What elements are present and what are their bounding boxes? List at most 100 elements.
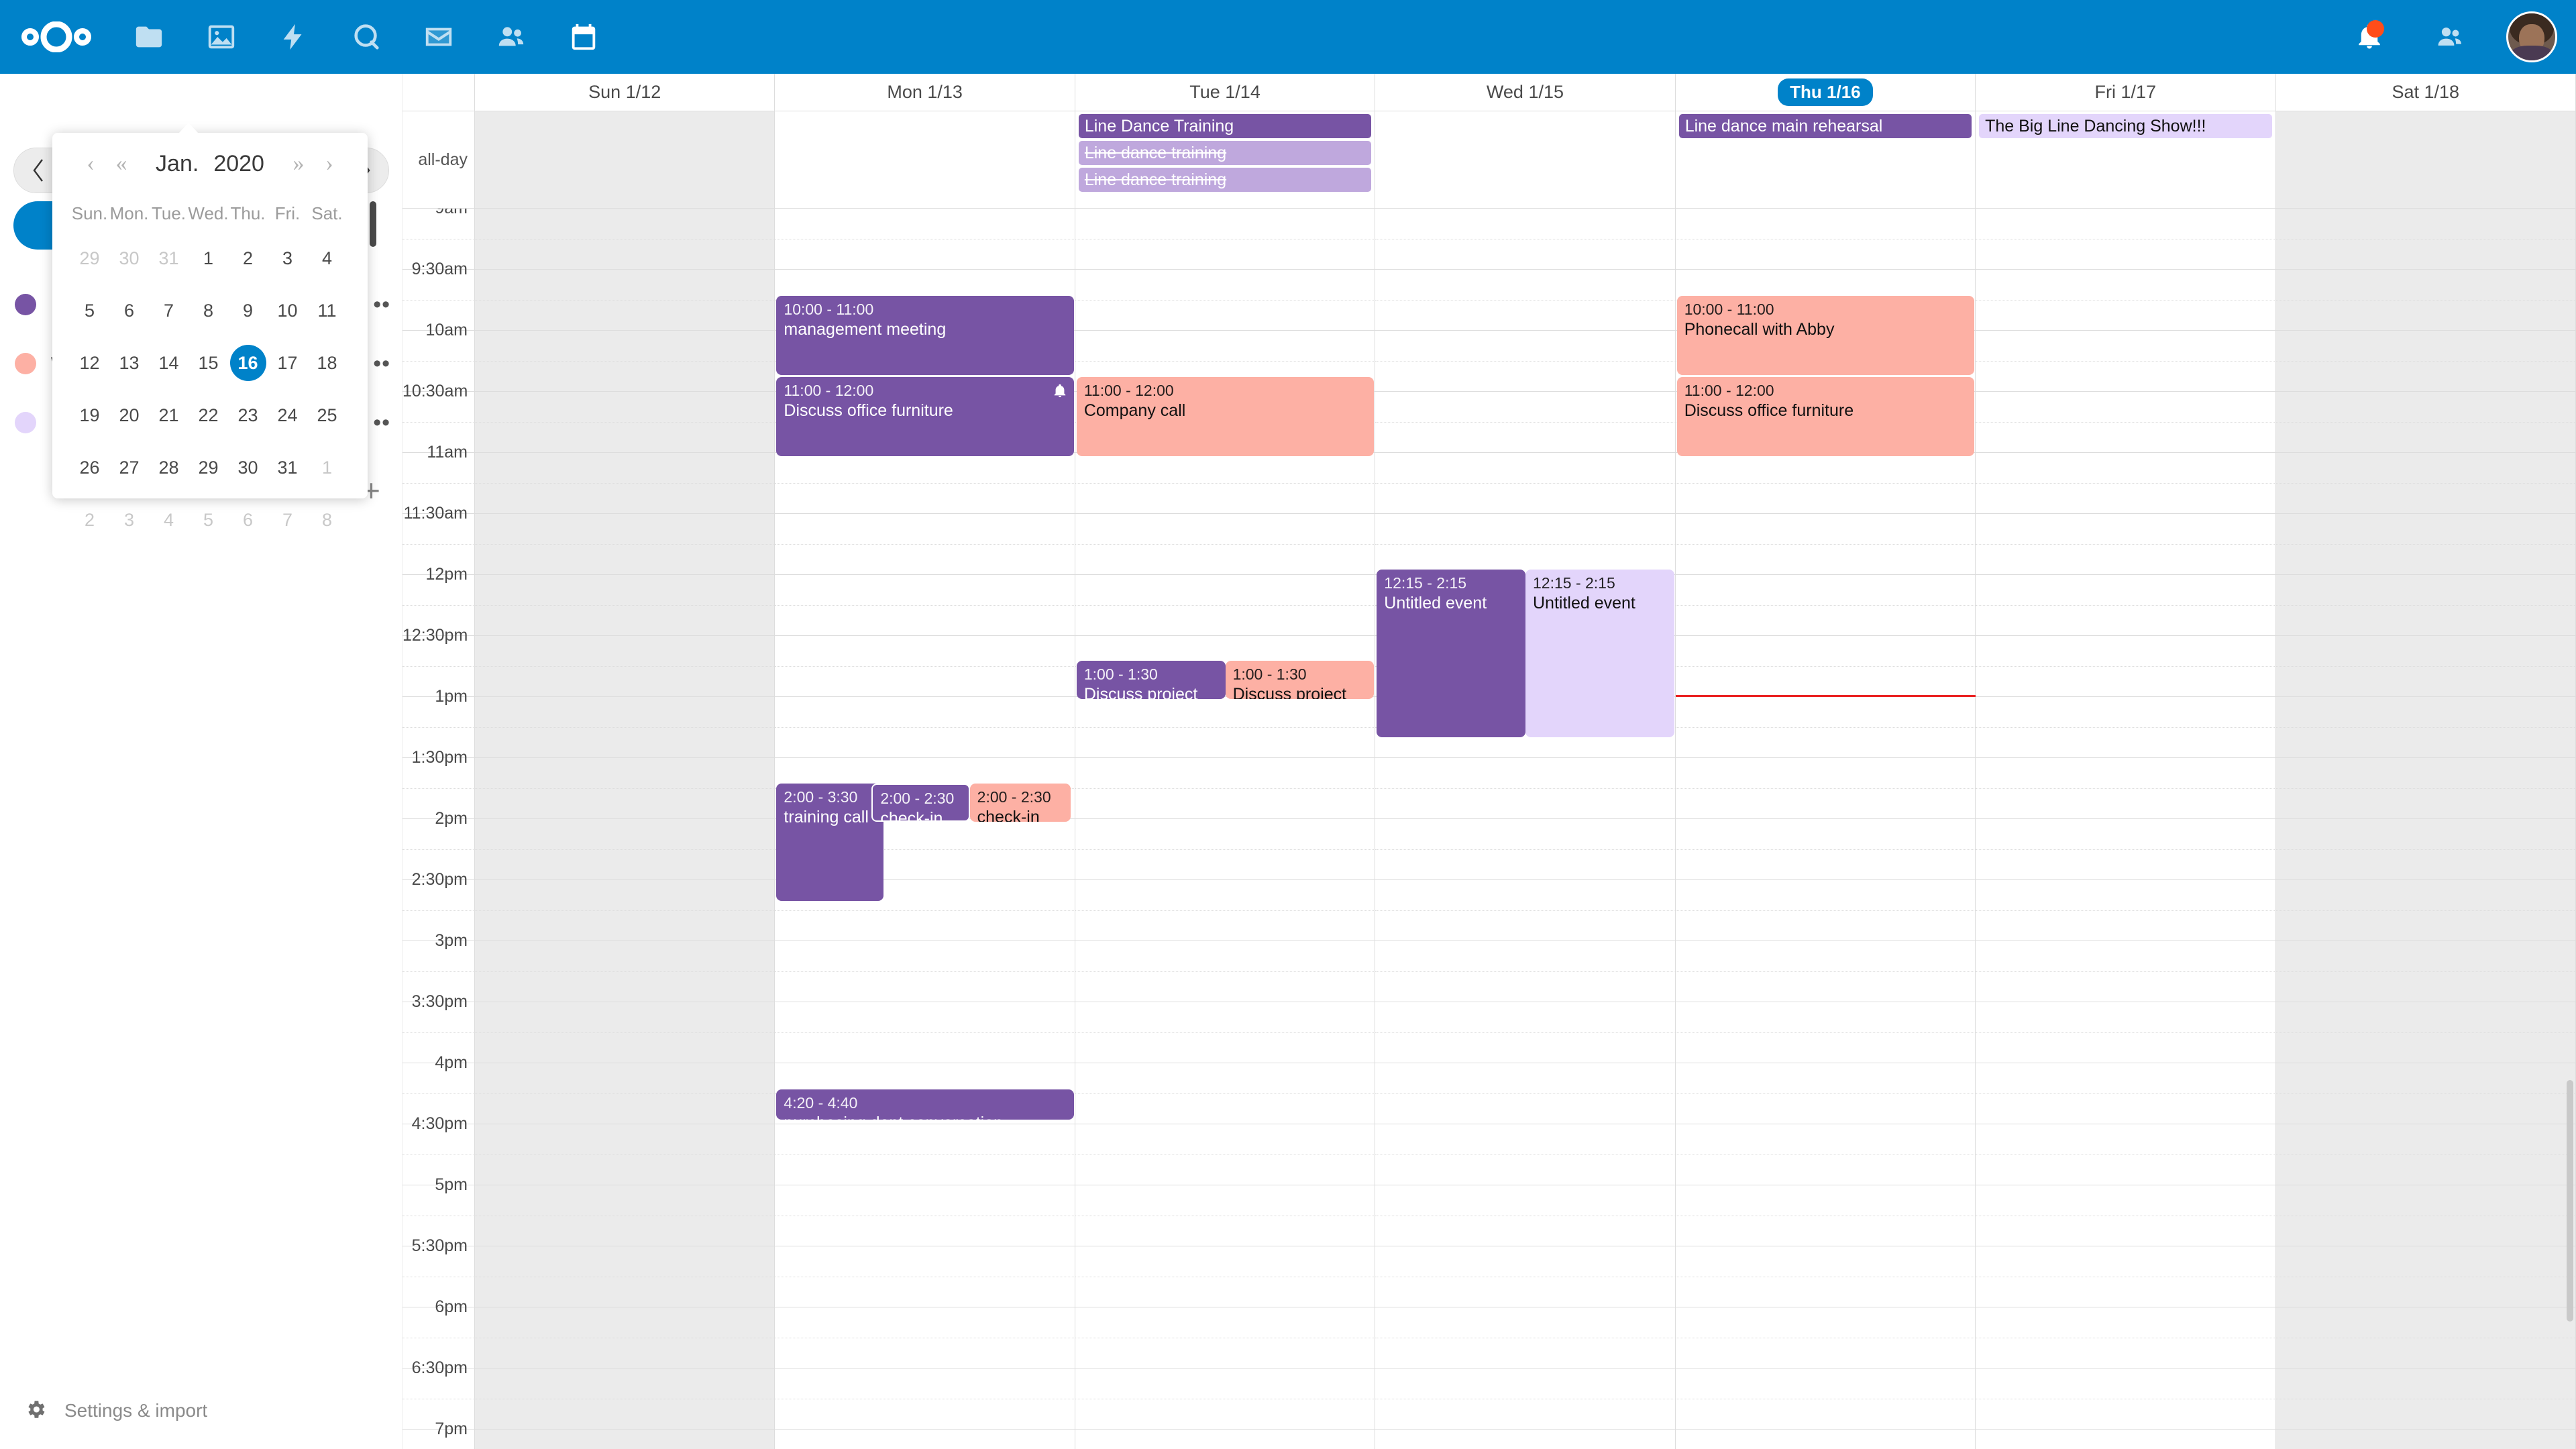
time-slot-cell-d6[interactable]	[2275, 514, 2576, 545]
time-slot-cell-d2[interactable]	[1075, 239, 1376, 270]
datepicker-day[interactable]: 22	[198, 405, 219, 425]
datepicker-day[interactable]: 1	[203, 248, 214, 268]
time-slot-cell-d5[interactable]	[1976, 788, 2276, 819]
calendar-list-item[interactable]: Dancing ••	[0, 393, 402, 452]
calendar-actions-menu-icon[interactable]: ••	[373, 410, 390, 435]
time-slot-cell-d3[interactable]	[1375, 849, 1676, 880]
all-day-column-3[interactable]	[1375, 111, 1676, 208]
time-slot-cell-d2[interactable]	[1075, 1032, 1376, 1063]
time-slot-cell-d5[interactable]	[1976, 300, 2276, 331]
datepicker-day[interactable]: 19	[79, 405, 100, 425]
all-day-event[interactable]: Line dance main rehearsal	[1678, 114, 1972, 138]
time-slot-cell-d2[interactable]	[1075, 727, 1376, 758]
datepicker-day[interactable]: 6	[242, 509, 254, 530]
calendar-event[interactable]: 10:00 - 11:00 management meeting	[776, 296, 1074, 375]
time-slot-cell-d0[interactable]	[475, 1277, 775, 1307]
time-slot-cell-d2[interactable]	[1075, 605, 1376, 636]
datepicker-day[interactable]: 30	[237, 457, 258, 478]
all-day-event[interactable]: Line Dance Training	[1078, 114, 1372, 138]
time-slot-cell-d0[interactable]	[475, 636, 775, 667]
datepicker-month-year[interactable]: Jan. 2020	[137, 151, 283, 177]
time-slot-cell-d6[interactable]	[2275, 605, 2576, 636]
time-slot-cell-d5[interactable]	[1976, 1063, 2276, 1094]
time-slot-cell-d1[interactable]	[775, 1032, 1075, 1063]
time-slot-cell-d0[interactable]	[475, 1124, 775, 1155]
nextcloud-logo[interactable]	[0, 21, 113, 52]
datepicker-day[interactable]: 9	[242, 300, 254, 321]
time-slot-cell-d0[interactable]	[475, 849, 775, 880]
time-slot-cell-d6[interactable]	[2275, 880, 2576, 911]
calendar-event[interactable]: 1:00 - 1:30 Discuss project announcement	[1225, 661, 1375, 699]
time-slot-cell-d5[interactable]	[1976, 636, 2276, 667]
time-slot-cell-d4[interactable]	[1676, 1430, 1976, 1449]
time-slot-cell-d3[interactable]	[1375, 1277, 1676, 1307]
time-slot-cell-d6[interactable]	[2275, 1338, 2576, 1368]
datepicker-day[interactable]: 20	[119, 405, 140, 425]
time-slot-cell-d4[interactable]	[1675, 788, 1976, 819]
calendar-icon[interactable]	[547, 0, 620, 74]
all-day-column-5[interactable]: The Big Line Dancing Show!!!	[1976, 111, 2276, 208]
time-slot-cell-d4[interactable]	[1675, 1124, 1976, 1155]
activity-icon[interactable]	[258, 0, 330, 74]
datepicker-day[interactable]: 7	[282, 509, 293, 530]
time-slot-cell-d6[interactable]	[2275, 1430, 2576, 1449]
time-slot-cell-d0[interactable]	[475, 1430, 775, 1449]
time-slot-cell-d3[interactable]	[1375, 331, 1676, 362]
calendar-event[interactable]: 11:00 - 12:00 Discuss office furniture	[776, 377, 1074, 456]
datepicker-day[interactable]: 23	[237, 405, 258, 425]
day-header-1[interactable]: Mon 1/13	[775, 74, 1075, 111]
time-slot-cell-d5[interactable]	[1976, 605, 2276, 636]
time-slot-cell-d2[interactable]	[1075, 971, 1376, 1002]
datepicker-day[interactable]: 14	[158, 352, 179, 373]
time-slot-cell-d1[interactable]	[775, 849, 1075, 880]
time-slot-cell-d3[interactable]	[1375, 514, 1676, 545]
time-slot-cell-d6[interactable]	[2275, 331, 2576, 362]
time-slot-cell-d1[interactable]	[775, 453, 1075, 484]
time-slot-cell-d6[interactable]	[2275, 270, 2576, 301]
time-slot-cell-d5[interactable]	[1976, 483, 2276, 514]
talk-icon[interactable]	[330, 0, 402, 74]
time-slot-cell-d1[interactable]	[775, 1430, 1075, 1449]
time-slot-cell-d4[interactable]	[1675, 575, 1976, 606]
calendar-event[interactable]: 2:00 - 2:30 check-in	[871, 784, 970, 822]
time-slot-cell-d5[interactable]	[1976, 1430, 2276, 1449]
time-slot-cell-d6[interactable]	[2275, 575, 2576, 606]
contacts-menu-icon[interactable]	[2410, 0, 2490, 74]
time-slot-cell-d4[interactable]	[1675, 483, 1976, 514]
time-slot-cell-d5[interactable]	[1976, 422, 2276, 453]
datepicker-day[interactable]: 8	[321, 509, 333, 530]
time-slot-cell-d3[interactable]	[1375, 880, 1676, 911]
datepicker-day[interactable]: 31	[158, 248, 179, 268]
time-slot-cell-d3[interactable]	[1375, 1185, 1676, 1216]
time-slot-cell-d6[interactable]	[2275, 239, 2576, 270]
time-slot-cell-d2[interactable]	[1075, 1338, 1376, 1368]
time-slot-cell-d2[interactable]	[1075, 819, 1376, 850]
time-slot-cell-d6[interactable]	[2275, 1399, 2576, 1430]
time-slot-cell-d2[interactable]	[1075, 697, 1376, 728]
time-slot-cell-d5[interactable]	[1976, 1032, 2276, 1063]
time-slot-cell-d2[interactable]	[1075, 300, 1376, 331]
datepicker-day[interactable]: 29	[198, 457, 219, 478]
time-slot-cell-d0[interactable]	[475, 666, 775, 697]
time-slot-cell-d0[interactable]	[475, 422, 775, 453]
time-slot-cell-d2[interactable]	[1075, 1155, 1376, 1185]
time-slot-cell-d1[interactable]	[775, 910, 1075, 941]
time-slot-cell-d5[interactable]	[1976, 209, 2276, 239]
time-slot-cell-d2[interactable]	[1075, 544, 1376, 575]
time-slot-cell-d0[interactable]	[475, 1063, 775, 1094]
time-slot-cell-d0[interactable]	[475, 239, 775, 270]
time-slot-cell-d4[interactable]	[1675, 1399, 1976, 1430]
mail-icon[interactable]	[402, 0, 475, 74]
time-slot-cell-d6[interactable]	[2275, 1063, 2576, 1094]
time-slot-cell-d6[interactable]	[2275, 727, 2576, 758]
time-slot-cell-d0[interactable]	[475, 514, 775, 545]
time-slot-cell-d0[interactable]	[475, 1185, 775, 1216]
datepicker-next-year-icon[interactable]: »	[292, 151, 305, 176]
datepicker-day[interactable]: 5	[203, 509, 214, 530]
time-slot-cell-d0[interactable]	[475, 1307, 775, 1338]
time-slot-cell-d4[interactable]	[1675, 910, 1976, 941]
time-slot-cell-d6[interactable]	[2275, 453, 2576, 484]
time-slot-cell-d6[interactable]	[2275, 1216, 2576, 1246]
time-slot-cell-d1[interactable]	[775, 239, 1075, 270]
time-slot-cell-d5[interactable]	[1976, 971, 2276, 1002]
